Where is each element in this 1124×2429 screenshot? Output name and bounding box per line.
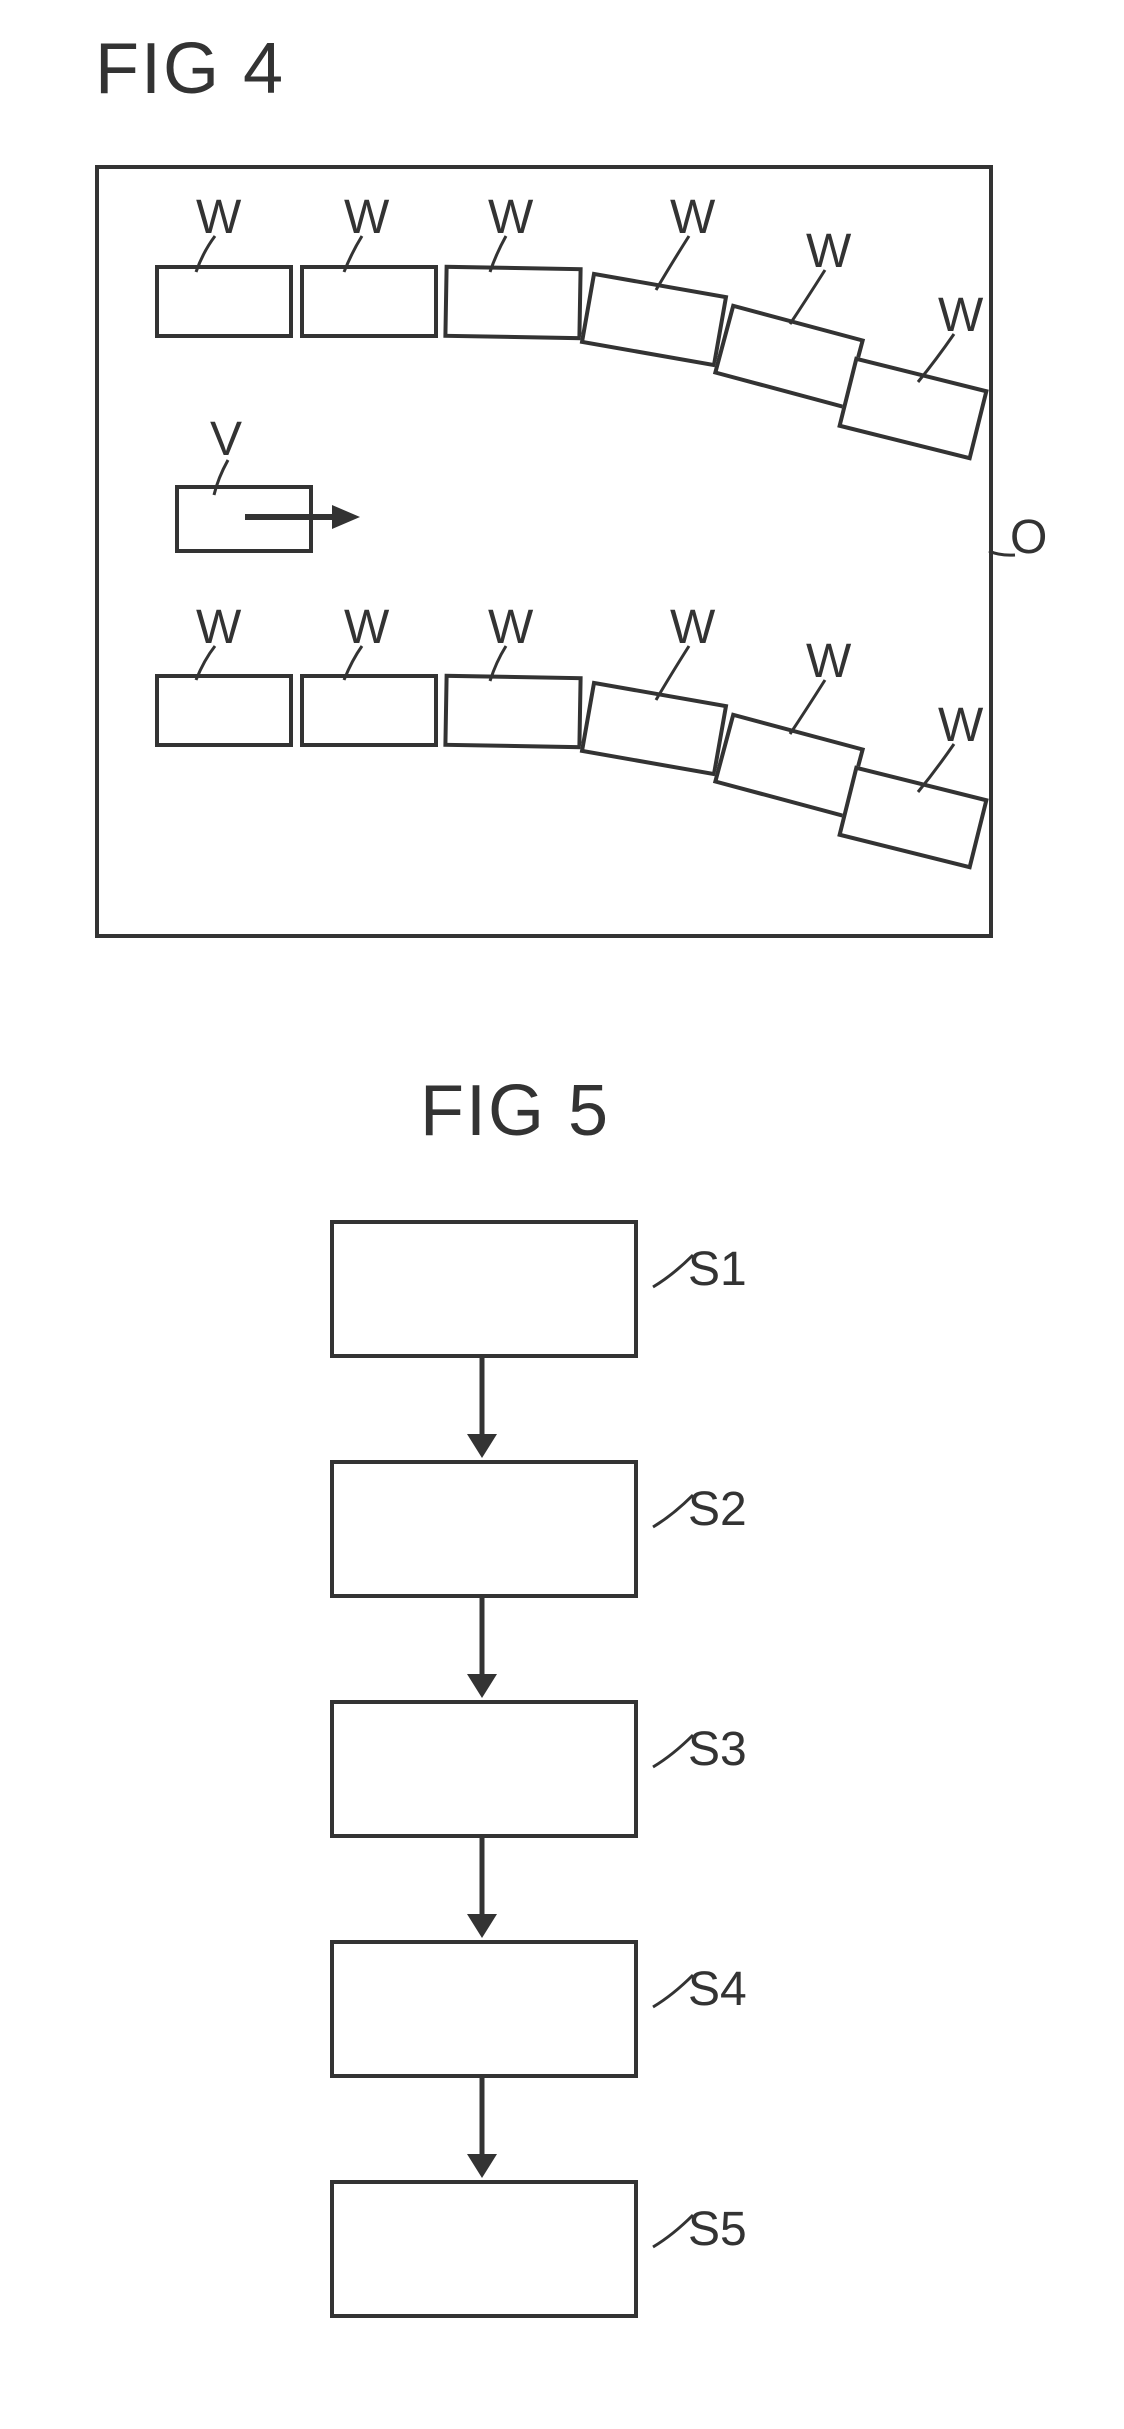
fig5-step-leader-5 [0,0,1124,2429]
